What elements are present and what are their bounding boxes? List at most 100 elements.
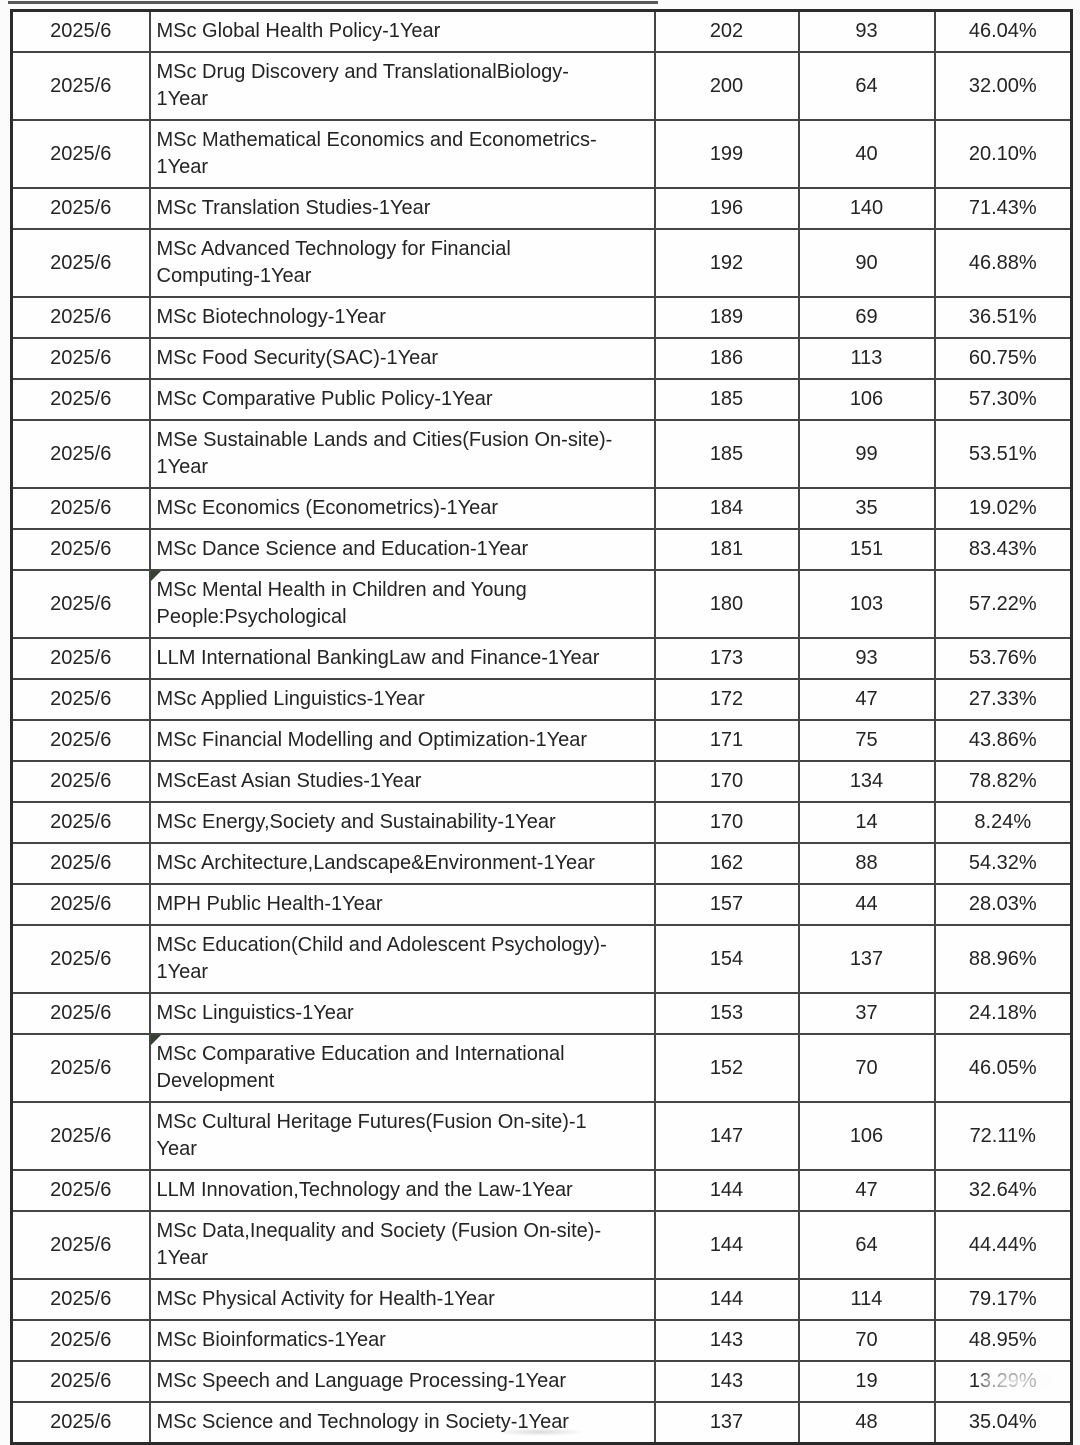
- program-name: MScEast Asian Studies-1Year: [156, 770, 422, 792]
- program-name: MSc Advanced Technology for Financial Co…: [156, 238, 511, 287]
- table-row: 2025/6 MSc Physical Activity for Health-…: [10, 1278, 1073, 1321]
- table-row: 2025/6 MSe Sustainable Lands and Cities(…: [10, 419, 1073, 489]
- cell-applications: 186: [653, 337, 800, 380]
- cell-applications: 181: [653, 528, 800, 571]
- cell-date: 2025/6: [10, 883, 151, 926]
- table-row: 2025/6 MSc Drug Discovery and Translatio…: [10, 51, 1073, 121]
- program-name: MSc Comparative Public Policy-1Year: [156, 388, 493, 410]
- cell-applications: 172: [653, 678, 800, 721]
- cell-date: 2025/6: [10, 842, 151, 885]
- watermark-smudge: [495, 1428, 585, 1436]
- cell-date: 2025/6: [10, 337, 151, 380]
- cell-date: 2025/6: [10, 187, 151, 230]
- cell-applications: 137: [653, 1401, 800, 1445]
- cell-date: 2025/6: [10, 378, 151, 421]
- cell-date: 2025/6: [10, 637, 151, 680]
- table-row: 2025/6 MSc Mathematical Economics and Ec…: [10, 119, 1073, 189]
- cell-offer-rate: 48.95%: [933, 1319, 1073, 1362]
- cell-applications: 144: [653, 1169, 800, 1212]
- cell-offer-rate: 57.30%: [933, 378, 1073, 421]
- table-row: 2025/6 MSc Applied Linguistics-1Year 172…: [10, 678, 1073, 721]
- cell-applications: 153: [653, 992, 800, 1035]
- table-row: 2025/6 MSc Architecture,Landscape&Enviro…: [10, 842, 1073, 885]
- cropped-row-border: [8, 1, 658, 4]
- table-row: 2025/6 MSc Food Security(SAC)-1Year 186 …: [10, 337, 1073, 380]
- program-name: MSc Comparative Education and Internatio…: [156, 1043, 565, 1092]
- cell-program: MSc Dance Science and Education-1Year: [148, 528, 656, 571]
- cell-offer-rate: 72.11%: [933, 1101, 1073, 1171]
- table-row: 2025/6 MSc Economics (Econometrics)-1Yea…: [10, 487, 1073, 530]
- cell-offers: 93: [797, 9, 936, 53]
- program-name: MSc Economics (Econometrics)-1Year: [156, 497, 499, 519]
- cell-offers: 47: [797, 1169, 936, 1212]
- program-name: MSc Drug Discovery and TranslationalBiol…: [156, 61, 569, 110]
- cell-date: 2025/6: [10, 1033, 151, 1103]
- cell-program: MSc Bioinformatics-1Year: [148, 1319, 656, 1362]
- cell-applications: 196: [653, 187, 800, 230]
- cell-offer-rate: 28.03%: [933, 883, 1073, 926]
- cell-date: 2025/6: [10, 1360, 151, 1403]
- program-name: MSc Financial Modelling and Optimization…: [156, 729, 588, 751]
- cell-applications: 199: [653, 119, 800, 189]
- cell-offer-rate: 32.00%: [933, 51, 1073, 121]
- cell-applications: 185: [653, 378, 800, 421]
- cell-offer-rate: 88.96%: [933, 924, 1073, 994]
- cell-date: 2025/6: [10, 1319, 151, 1362]
- cell-offer-rate: 79.17%: [933, 1278, 1073, 1321]
- table-row: 2025/6 LLM International BankingLaw and …: [10, 637, 1073, 680]
- cell-program: MSc Speech and Language Processing-1Year: [148, 1360, 656, 1403]
- cell-program: MSc Global Health Policy-1Year: [148, 9, 656, 53]
- cell-program: MSc Comparative Public Policy-1Year: [148, 378, 656, 421]
- program-name: MSc Data,Inequality and Society (Fusion …: [156, 1220, 602, 1269]
- cell-program: MSe Sustainable Lands and Cities(Fusion …: [148, 419, 656, 489]
- cell-program: MSc Mental Health in Children and Young …: [148, 569, 656, 639]
- cell-offers: 14: [797, 801, 936, 844]
- cell-offers: 137: [797, 924, 936, 994]
- cell-date: 2025/6: [10, 528, 151, 571]
- program-name: MSc Energy,Society and Sustainability-1Y…: [156, 811, 556, 833]
- program-name: MSc Mathematical Economics and Econometr…: [156, 129, 597, 178]
- cell-date: 2025/6: [10, 296, 151, 339]
- cell-program: MSc Financial Modelling and Optimization…: [148, 719, 656, 762]
- table-row: 2025/6 MSc Mental Health in Children and…: [10, 569, 1073, 639]
- cell-applications: 154: [653, 924, 800, 994]
- cell-applications: 162: [653, 842, 800, 885]
- cell-program: MSc Linguistics-1Year: [148, 992, 656, 1035]
- cell-applications: 185: [653, 419, 800, 489]
- cell-offer-rate: 8.24%: [933, 801, 1073, 844]
- cell-date: 2025/6: [10, 678, 151, 721]
- cell-program: MSc Translation Studies-1Year: [148, 187, 656, 230]
- cell-offer-rate: 78.82%: [933, 760, 1073, 803]
- table-row: 2025/6 MSc Translation Studies-1Year 196…: [10, 187, 1073, 230]
- program-name: MSc Food Security(SAC)-1Year: [156, 347, 439, 369]
- comment-marker-icon: [150, 571, 161, 581]
- cell-offer-rate: 57.22%: [933, 569, 1073, 639]
- cell-offers: 99: [797, 419, 936, 489]
- program-name: MSc Mental Health in Children and Young …: [156, 579, 527, 628]
- cell-date: 2025/6: [10, 801, 151, 844]
- cell-program: MSc Data,Inequality and Society (Fusion …: [148, 1210, 656, 1280]
- program-name: MSc Biotechnology-1Year: [156, 306, 386, 328]
- cell-date: 2025/6: [10, 1278, 151, 1321]
- cell-applications: 144: [653, 1210, 800, 1280]
- cell-offers: 106: [797, 378, 936, 421]
- table-row: 2025/6 MSc Energy,Society and Sustainabi…: [10, 801, 1073, 844]
- cell-offers: 75: [797, 719, 936, 762]
- cell-program: MSc Economics (Econometrics)-1Year: [148, 487, 656, 530]
- program-name: MSc Translation Studies-1Year: [156, 197, 431, 219]
- cell-applications: 157: [653, 883, 800, 926]
- cell-program: LLM Innovation,Technology and the Law-1Y…: [148, 1169, 656, 1212]
- cell-offers: 151: [797, 528, 936, 571]
- cell-offers: 64: [797, 51, 936, 121]
- cell-applications: 200: [653, 51, 800, 121]
- cell-date: 2025/6: [10, 419, 151, 489]
- program-name: MSc Applied Linguistics-1Year: [156, 688, 425, 710]
- cell-date: 2025/6: [10, 760, 151, 803]
- table-row: 2025/6 MSc Education(Child and Adolescen…: [10, 924, 1073, 994]
- cell-offers: 47: [797, 678, 936, 721]
- cell-program: MSc Physical Activity for Health-1Year: [148, 1278, 656, 1321]
- cell-offer-rate: 43.86%: [933, 719, 1073, 762]
- program-name: LLM International BankingLaw and Finance…: [156, 647, 600, 669]
- program-name: MSc Speech and Language Processing-1Year: [156, 1370, 567, 1392]
- program-name: MSc Cultural Heritage Futures(Fusion On-…: [156, 1111, 587, 1160]
